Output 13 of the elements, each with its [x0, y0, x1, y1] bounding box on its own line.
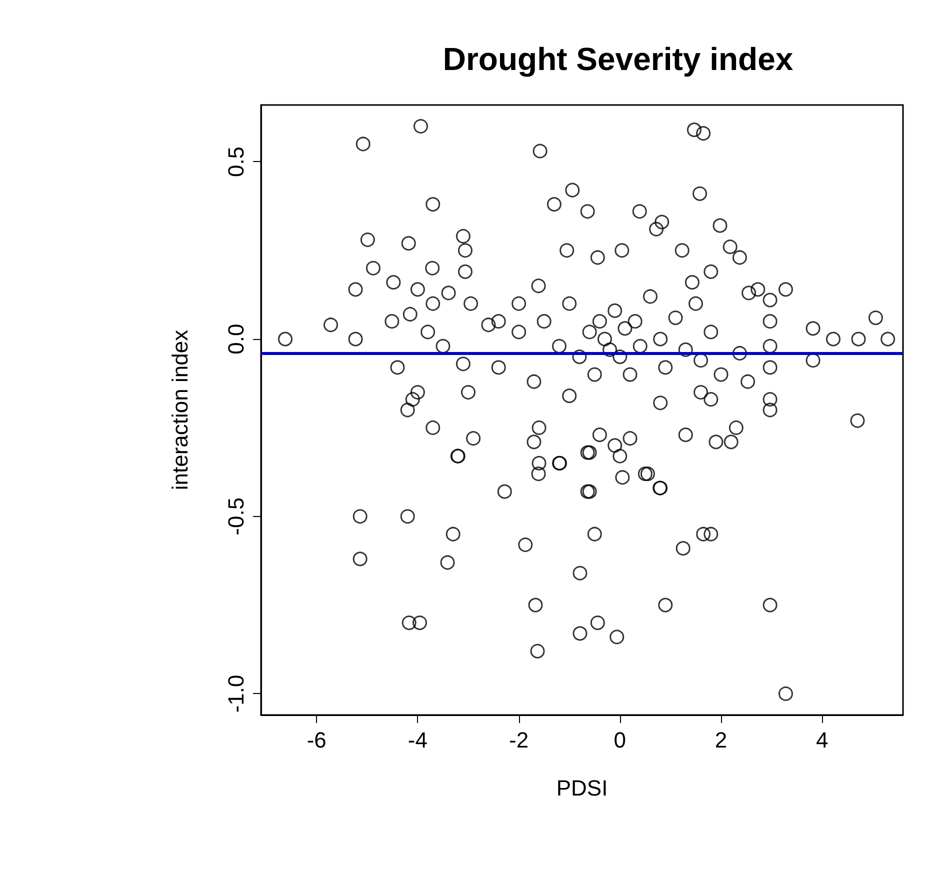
x-tick-label: 0	[614, 728, 626, 752]
x-tick-label: 2	[714, 728, 728, 752]
y-axis-title: interaction index	[168, 330, 192, 490]
y-tick-label: 0.5	[224, 146, 248, 178]
chart-title: Drought Severity index	[442, 41, 794, 77]
x-tick-label: -4	[408, 728, 428, 752]
x-tick-label: -2	[509, 728, 529, 752]
x-tick-label: 4	[816, 728, 828, 752]
y-tick-label: 0.0	[224, 324, 248, 354]
x-axis-title: PDSI	[556, 776, 608, 800]
x-tick-label: -6	[306, 728, 326, 752]
y-tick-label: -1.0	[224, 674, 248, 713]
y-tick-label: -0.5	[224, 497, 248, 536]
